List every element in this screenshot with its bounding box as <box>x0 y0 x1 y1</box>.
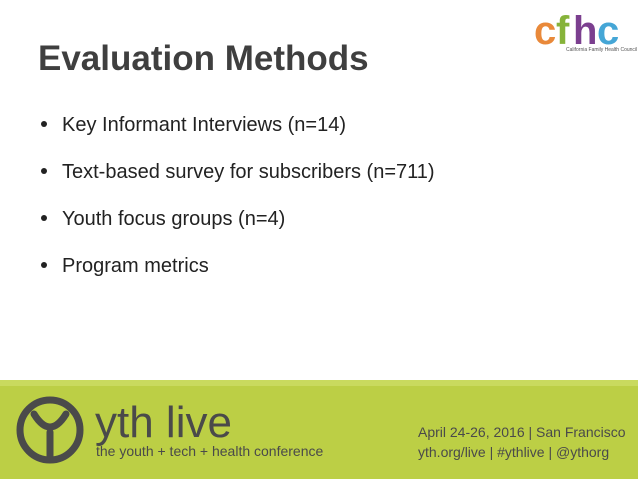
footer-band <box>0 380 638 479</box>
logo-letter: c <box>597 9 619 53</box>
bullet-text: Youth focus groups (n=4) <box>62 208 285 230</box>
yth-icon <box>16 396 84 464</box>
logo-caption: California Family Health Council <box>566 47 637 53</box>
logo-letter: h <box>573 9 597 53</box>
footer-links: yth.org/live | #ythlive | @ythorg <box>418 444 609 460</box>
bullet-list: Key Informant Interviews (n=14) Text-base… <box>41 114 435 277</box>
bullet-text: Key Informant Interviews (n=14) <box>62 114 346 136</box>
footer-event: April 24-26, 2016 | San Francisco <box>418 424 626 440</box>
bullet-dot <box>41 121 47 127</box>
bullet-dot <box>41 215 47 221</box>
logo-letter: c <box>534 9 556 53</box>
footer-brand: yth live <box>95 398 232 447</box>
logo-letter: f <box>556 9 570 53</box>
slide-title: Evaluation Methods <box>38 39 369 78</box>
bullet-text: Text-based survey for subscribers (n=711… <box>62 161 435 183</box>
bullet-text: Program metrics <box>62 255 209 277</box>
footer-tagline: the youth + tech + health conference <box>96 443 323 459</box>
footer-highlight <box>0 380 638 386</box>
bullet-dot <box>41 262 47 268</box>
bullet-dot <box>41 168 47 174</box>
